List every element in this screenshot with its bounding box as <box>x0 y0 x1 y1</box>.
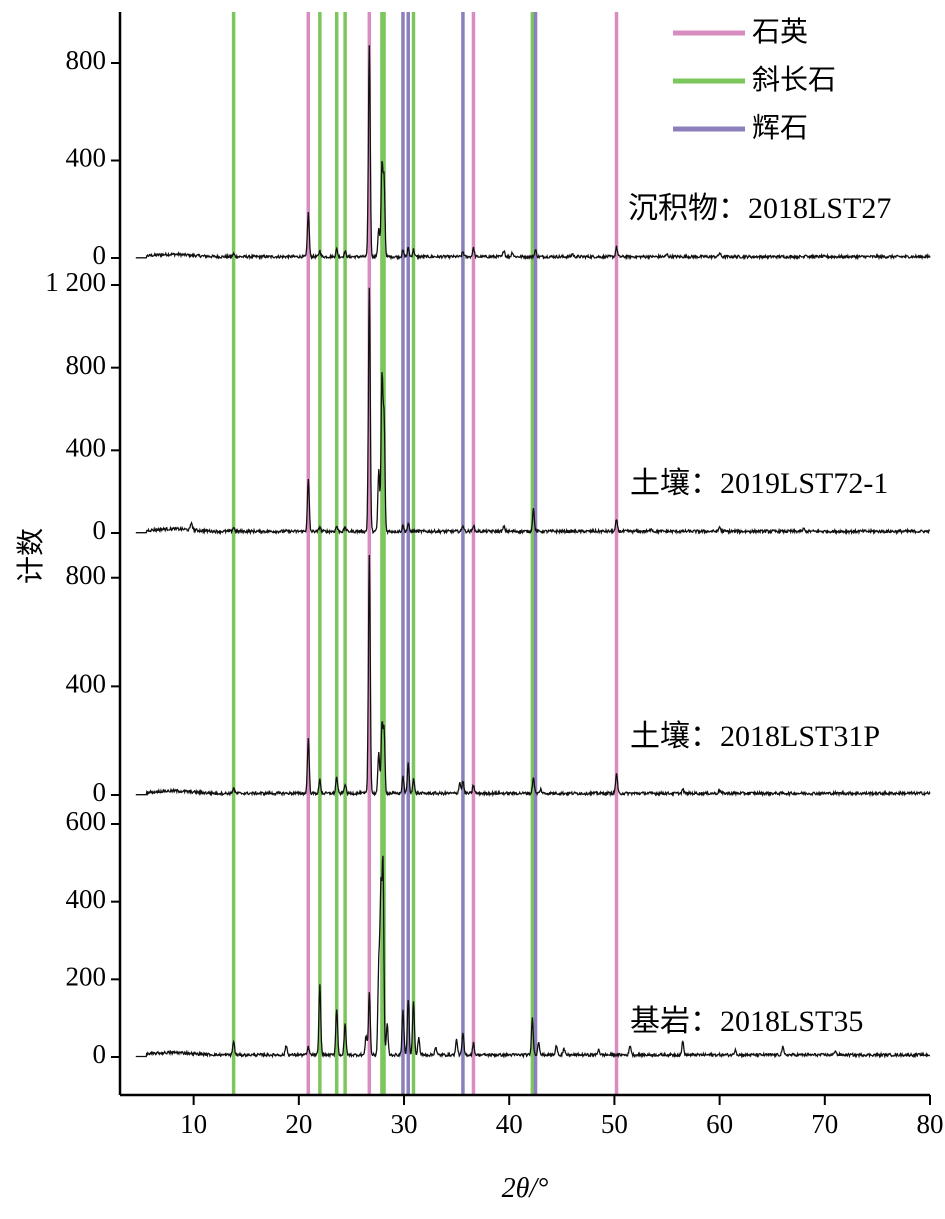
panel-labels: 沉积物：2018LST27 土壤：2019LST72-1 土壤：2018LST31P… <box>628 192 891 1038</box>
x-tick-label-5: 60 <box>706 1109 733 1139</box>
trace-panel-3 <box>135 554 931 798</box>
reference-lines <box>231 12 619 1095</box>
y-tick-label-panel-2-3: 1 200 <box>45 267 106 297</box>
y-axis-title: 计数 <box>14 528 47 584</box>
panel-label-3: 土壤：2018LST31P <box>630 720 880 753</box>
diffraction-traces <box>135 45 931 1059</box>
trace-panel-4 <box>135 855 931 1059</box>
x-tick-label-6: 70 <box>811 1109 838 1139</box>
x-tick-label-7: 80 <box>917 1109 944 1139</box>
y-tick-label-panel-1-2: 800 <box>66 45 107 75</box>
y-tick-label-panel-2-2: 800 <box>66 350 107 380</box>
x-tick-label-1: 20 <box>285 1109 312 1139</box>
x-tick-label-3: 40 <box>496 1109 523 1139</box>
y-tick-label-panel-1-1: 400 <box>66 143 107 173</box>
y-tick-label-panel-2-1: 400 <box>66 433 107 463</box>
x-tick-label-0: 10 <box>180 1109 207 1139</box>
y-tick-label-panel-4-1: 200 <box>66 962 107 992</box>
trace-panel-1 <box>135 45 931 261</box>
y-tick-label-panel-4-3: 600 <box>66 806 107 836</box>
y-tick-label-panel-3-1: 400 <box>66 669 107 699</box>
legend-label-0: 石英 <box>752 15 808 48</box>
y-tick-label-panel-3-2: 800 <box>66 560 107 590</box>
y-tick-label-panel-1-0: 0 <box>93 240 107 270</box>
panel-label-4: 基岩：2018LST35 <box>630 1005 863 1038</box>
y-tick-label-panel-4-0: 0 <box>93 1039 107 1069</box>
panel-label-1: 沉积物：2018LST27 <box>628 192 891 225</box>
legend-label-1: 斜长石 <box>752 63 836 96</box>
legend-label-2: 辉石 <box>752 111 808 144</box>
x-axis-title: 2θ/° <box>502 1173 549 1204</box>
y-tick-label-panel-3-0: 0 <box>93 777 107 807</box>
trace-panel-2 <box>135 287 931 536</box>
y-tick-label-panel-4-2: 400 <box>66 884 107 914</box>
x-tick-label-2: 30 <box>391 1109 418 1139</box>
panel-label-2: 土壤：2019LST72-1 <box>630 467 888 500</box>
y-tick-label-panel-2-0: 0 <box>93 515 107 545</box>
x-tick-label-4: 50 <box>601 1109 628 1139</box>
